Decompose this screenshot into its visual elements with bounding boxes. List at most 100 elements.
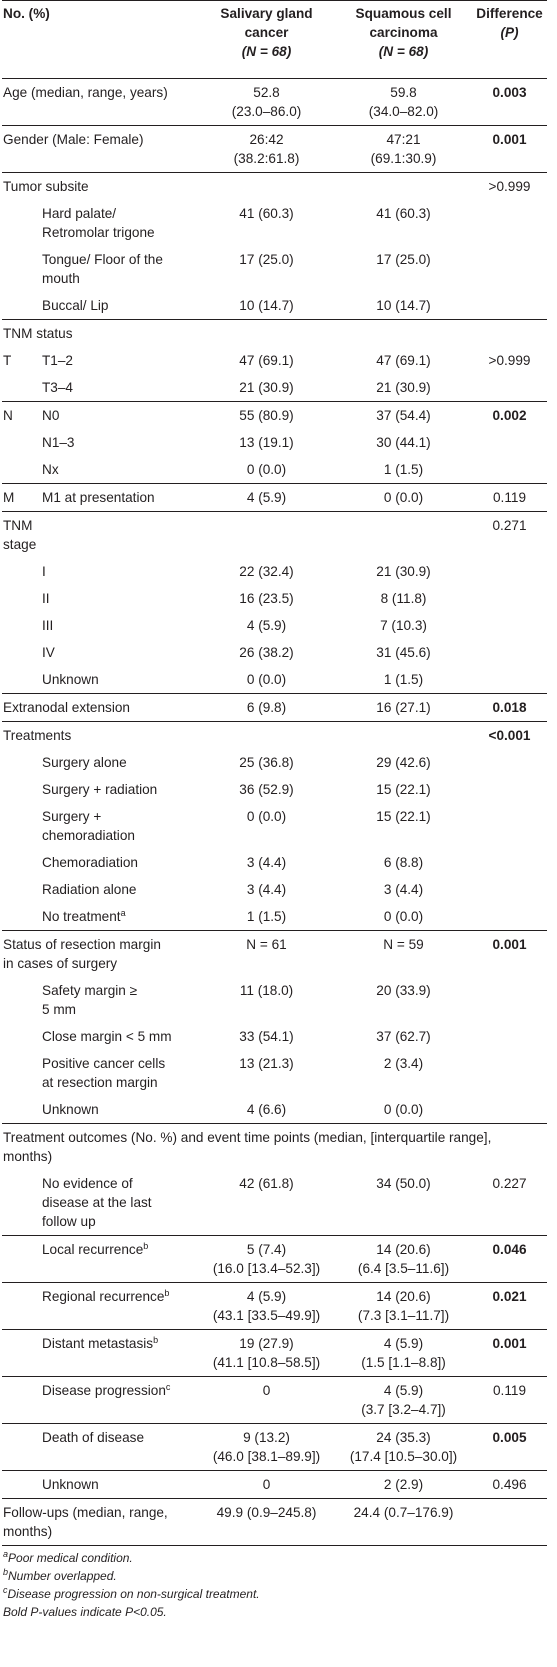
sgc-cell: 5 (7.4) (16.0 [13.4–52.3]) — [198, 1235, 336, 1283]
row-label: IV — [42, 645, 55, 660]
p-value: 0.046 — [472, 1235, 548, 1283]
scc-cell: 10 (14.7) — [376, 298, 431, 313]
p-value: <0.001 — [472, 721, 548, 749]
table-header: No. (%) Salivary gland cancer (N = 68) S… — [2, 0, 548, 79]
p-value: 0.119 — [472, 1376, 548, 1424]
row-label: Chemoradiation — [42, 855, 138, 870]
row-label: Regional recurrenceb — [42, 1282, 199, 1330]
header-squamous-cell: Squamous cell carcinoma (N = 68) — [335, 0, 473, 79]
table-row: II 16 (23.5) 8 (11.8) — [2, 585, 547, 612]
sgc-cell: 4 (5.9) (43.1 [33.5–49.9]) — [198, 1282, 336, 1330]
header-diff-line1: Difference — [476, 6, 543, 21]
sgc-cell: 13 (19.1) — [239, 435, 294, 450]
scc-cell: 34 (50.0) — [376, 1176, 431, 1191]
footnote-a: aPoor medical condition. — [3, 1549, 133, 1566]
row-label: Treatments — [2, 721, 199, 749]
row-label: TNM stage — [2, 511, 199, 558]
scc-cell: 20 (33.9) — [376, 983, 431, 998]
footnote-marker: b — [164, 1288, 170, 1298]
header-scc-line2: carcinoma — [369, 25, 438, 40]
row-label: Unknown — [42, 672, 99, 687]
table-row: IV 26 (38.2) 31 (45.6) — [2, 639, 547, 666]
scc-cell: 3 (4.4) — [383, 882, 424, 897]
p-value: 0.227 — [492, 1176, 527, 1191]
table-row: M M1 at presentation 4 (5.9) 0 (0.0) 0.1… — [2, 483, 548, 512]
table-row: Regional recurrenceb 4 (5.9) (43.1 [33.5–… — [2, 1282, 548, 1330]
p-value: 0.005 — [472, 1423, 548, 1471]
sgc-cell: 33 (54.1) — [239, 1029, 294, 1044]
sgc-cell: 0 — [198, 1376, 336, 1424]
scc-cell: 0 (0.0) — [383, 1102, 424, 1117]
footnote-c: cDisease progression on non-surgical tre… — [3, 1585, 260, 1602]
table-row: Unknown 0 (0.0) 1 (1.5) — [2, 666, 547, 694]
row-label: III — [42, 618, 54, 633]
sgc-cell: 42 (61.8) — [239, 1176, 294, 1191]
sgc-cell: 26:42 (38.2:61.8) — [198, 125, 336, 173]
footnote-marker: c — [165, 1382, 171, 1392]
table-row: Unknown 0 2 (2.9) 0.496 — [2, 1470, 548, 1499]
sgc-cell: 55 (80.9) — [198, 401, 336, 429]
scc-cell: 17 (25.0) — [376, 252, 431, 267]
header-sgc-n: (N = 68) — [241, 44, 292, 59]
row-label: Tongue/ Floor of the mouth — [42, 252, 163, 286]
header-difference: Difference (P) — [472, 0, 548, 79]
comparison-table: No. (%) Salivary gland cancer (N = 68) S… — [2, 0, 548, 1546]
sgc-cell: 4 (5.9) — [246, 618, 287, 633]
sgc-cell: 6 (9.8) — [198, 693, 336, 722]
row-label: Distant metastasisb — [42, 1329, 199, 1377]
header-scc-n: (N = 68) — [378, 44, 429, 59]
row-label: Status of resection margin in cases of su… — [2, 930, 199, 977]
p-value: 0.001 — [472, 930, 548, 977]
scc-cell: 14 (20.6) (6.4 [3.5–11.6]) — [335, 1235, 473, 1283]
table-row: Close margin < 5 mm 33 (54.1) 37 (62.7) — [2, 1023, 547, 1050]
row-label: Surgery + radiation — [42, 782, 158, 797]
sgc-cell: 52.8 (23.0–86.0) — [198, 78, 336, 126]
sgc-cell: 0 (0.0) — [246, 672, 287, 687]
row-label: T3–4 — [42, 380, 73, 395]
sgc-cell: 3 (4.4) — [246, 882, 287, 897]
scc-cell: 15 (22.1) — [376, 809, 431, 824]
scc-cell: 1 (1.5) — [383, 462, 424, 477]
group-label: N — [2, 401, 42, 429]
row-label: Follow-ups (median, range, months) — [2, 1498, 199, 1546]
table-row: T T1–2 47 (69.1) 47 (69.1) >0.999 — [2, 347, 547, 374]
table-row: Disease progressionc 0 4 (5.9) (3.7 [3.2–… — [2, 1376, 548, 1424]
header-salivary-gland: Salivary gland cancer (N = 68) — [198, 0, 336, 79]
sgc-cell: 11 (18.0) — [239, 983, 294, 998]
table-row: Safety margin ≥5 mm 11 (18.0) 20 (33.9) — [2, 977, 547, 1023]
row-label: N1–3 — [42, 435, 75, 450]
table-row: Surgery + chemoradiation 0 (0.0) 15 (22.1… — [2, 803, 547, 849]
p-value: 0.001 — [472, 1329, 548, 1377]
row-label: Disease progressionc — [42, 1376, 199, 1424]
scc-cell: 31 (45.6) — [376, 645, 431, 660]
table-row: Tongue/ Floor of the mouth 17 (25.0) 17 (… — [2, 246, 547, 292]
p-value: 0.003 — [472, 78, 548, 126]
p-value: 0.496 — [472, 1470, 548, 1499]
table-row: Buccal/ Lip 10 (14.7) 10 (14.7) — [2, 292, 547, 320]
header-sgc-line1: Salivary gland — [220, 6, 313, 21]
sgc-cell: 16 (23.5) — [239, 591, 294, 606]
row-label: Nx — [42, 462, 59, 477]
table-row: Surgery + radiation 36 (52.9) 15 (22.1) — [2, 776, 547, 803]
scc-cell: 15 (22.1) — [376, 782, 431, 797]
table-row: Hard palate/Retromolar trigone 41 (60.3)… — [2, 200, 547, 246]
row-label: T1–2 — [42, 353, 73, 368]
row-label: Gender (Male: Female) — [2, 125, 199, 173]
footnote-marker: b — [153, 1335, 159, 1345]
table-row: Local recurrenceb 5 (7.4) (16.0 [13.4–52.… — [2, 1235, 548, 1283]
table-row: Age (median, range, years) 52.8 (23.0–86.… — [2, 78, 548, 126]
row-label: Tumor subsite — [2, 172, 199, 200]
row-label: Close margin < 5 mm — [42, 1029, 172, 1044]
row-label: Surgery alone — [42, 755, 127, 770]
sgc-cell: 41 (60.3) — [239, 206, 294, 221]
scc-cell: 29 (42.6) — [376, 755, 431, 770]
footnote-b: bNumber overlapped. — [3, 1567, 117, 1584]
p-value: 0.021 — [472, 1282, 548, 1330]
table-row: No treatmenta 1 (1.5) 0 (0.0) — [2, 903, 547, 931]
row-label: M1 at presentation — [42, 483, 199, 512]
table-row: N1–3 13 (19.1) 30 (44.1) — [2, 429, 547, 456]
table-row: Treatment outcomes (No. %) and event tim… — [2, 1123, 548, 1170]
sgc-cell: 36 (52.9) — [239, 782, 294, 797]
table-row: Treatments <0.001 — [2, 721, 548, 749]
